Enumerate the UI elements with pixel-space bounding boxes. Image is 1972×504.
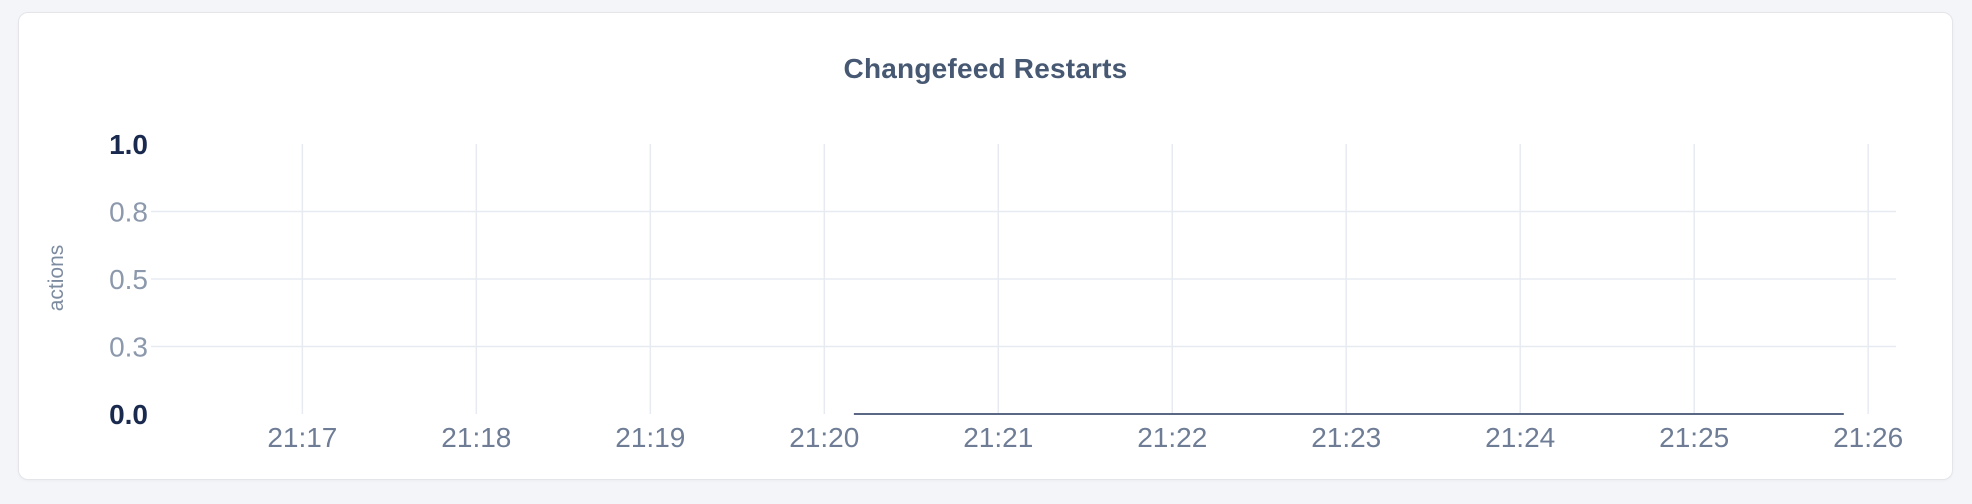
x-tick-label: 21:23 (1311, 422, 1381, 453)
y-tick-label: 0.3 (109, 332, 148, 363)
x-tick-label: 21:17 (267, 422, 337, 453)
changefeed-restarts-chart[interactable]: 0.0 0.3 0.5 0.8 1.0 21:17 21:18 21:19 21:20 21:21… (19, 13, 1954, 481)
chart-title: Changefeed Restarts (843, 53, 1128, 84)
x-tick-label: 21:22 (1137, 422, 1207, 453)
x-tick-label: 21:20 (789, 422, 859, 453)
x-tick-label: 21:26 (1833, 422, 1903, 453)
chart-card: Changefeed Restarts 0.0 0.3 0.5 0.8 1.0 21:17… (18, 12, 1953, 480)
y-axis-label: actions (45, 245, 68, 312)
y-tick-label: 1.0 (109, 129, 148, 160)
x-tick-label: 21:18 (441, 422, 511, 453)
x-tick-label: 21:24 (1485, 422, 1555, 453)
x-tick-label: 21:25 (1659, 422, 1729, 453)
y-tick-label: 0.8 (109, 197, 148, 228)
y-tick-label: 0.0 (109, 399, 148, 430)
x-tick-label: 21:19 (615, 422, 685, 453)
y-tick-label: 0.5 (109, 264, 148, 295)
x-tick-label: 21:21 (963, 422, 1033, 453)
